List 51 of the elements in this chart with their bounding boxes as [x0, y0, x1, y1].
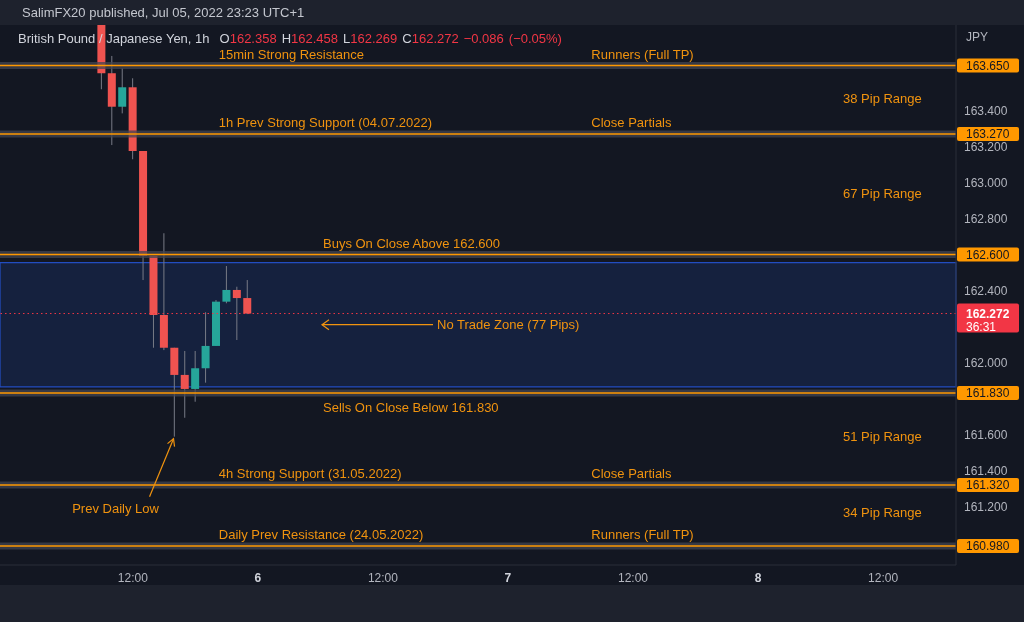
annotation: 15min Strong Resistance	[218, 46, 365, 62]
y-tick-label: 163.200	[964, 139, 1008, 154]
annotation: Sells On Close Below 161.830	[323, 400, 499, 416]
y-tick-label: 162.400	[964, 283, 1008, 298]
ref-line-label: 162.272	[966, 306, 1010, 321]
y-tick-label: 163.000	[964, 175, 1008, 190]
x-tick-label: 8	[754, 570, 762, 585]
annotation: 67 Pip Range	[843, 186, 922, 201]
candlestick	[243, 279, 252, 315]
y-axis-title: JPY	[966, 30, 989, 44]
annotation: Buys On Close Above 162.600	[323, 235, 501, 251]
candlestick	[201, 311, 210, 384]
y-tick-label: 161.600	[964, 427, 1008, 442]
annotation: Prev Daily Low	[72, 500, 160, 516]
ref-line-label: 161.320	[966, 478, 1010, 493]
ref-line-label: 163.650	[966, 58, 1010, 73]
ref-line-label: 161.830	[966, 386, 1010, 401]
y-tick-label: 163.400	[964, 103, 1008, 118]
x-tick-label: 12:00	[617, 570, 649, 585]
band-label: No Trade Zone (77 Pips)	[437, 317, 580, 333]
x-tick-label: 12:00	[868, 570, 899, 585]
y-tick-label: 161.400	[964, 463, 1008, 478]
x-tick-label: 6	[254, 570, 262, 585]
text: 36:31	[966, 319, 997, 334]
annotation: Daily Prev Resistance (24.05.2022)	[218, 527, 424, 543]
ref-line-label: 162.600	[966, 247, 1010, 262]
text: SalimFX20 published, Jul 05, 2022 23:23 UTC+1	[22, 5, 305, 20]
annotation: Close Partials	[591, 114, 673, 130]
annotation: 38 Pip Range	[843, 91, 922, 106]
annotation: 4h Strong Support (31.05.2022)	[218, 465, 402, 481]
ref-line-label: 163.270	[966, 127, 1010, 142]
candlestick	[222, 265, 231, 304]
y-tick-label: 162.800	[964, 211, 1008, 226]
text: O162.358 H162.458 L162.269 C162.272 −0.086 (−0.05%)	[219, 31, 562, 46]
x-tick-label: 12:00	[117, 570, 149, 585]
text: British Pound / Japanese Yen, 1h	[18, 31, 210, 46]
candlestick	[191, 350, 200, 403]
x-tick-label: 12:00	[367, 570, 399, 585]
annotation: Runners (Full TP)	[591, 46, 694, 62]
annotation: 51 Pip Range	[843, 429, 922, 444]
annotation: Close Partials	[591, 465, 673, 481]
x-tick-label: 7	[504, 570, 512, 585]
y-tick-label: 162.000	[964, 355, 1008, 370]
candlestick	[118, 67, 127, 114]
candlestick	[180, 350, 189, 419]
ref-line-label: 160.980	[966, 539, 1010, 554]
y-tick-label: 161.200	[964, 499, 1008, 514]
candlestick	[232, 286, 241, 341]
annotation: 34 Pip Range	[843, 505, 922, 520]
annotation: 1h Prev Strong Support (04.07.2022)	[218, 114, 433, 130]
annotation: Runners (Full TP)	[591, 527, 694, 543]
